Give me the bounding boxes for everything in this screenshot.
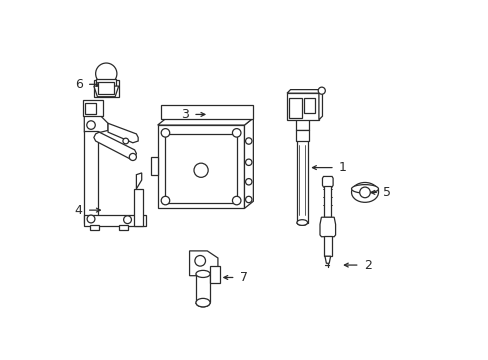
Circle shape bbox=[96, 63, 117, 84]
Bar bbox=[304, 99, 314, 113]
Text: 5: 5 bbox=[383, 186, 390, 199]
Circle shape bbox=[195, 256, 205, 266]
Bar bbox=[288, 99, 302, 118]
Polygon shape bbox=[189, 251, 218, 276]
Text: 1: 1 bbox=[339, 161, 346, 174]
Bar bbox=[98, 82, 114, 94]
Bar bbox=[150, 157, 158, 175]
Polygon shape bbox=[136, 173, 142, 189]
Polygon shape bbox=[84, 116, 108, 132]
Circle shape bbox=[359, 187, 369, 198]
Text: 7: 7 bbox=[240, 271, 247, 284]
Bar bbox=[90, 225, 99, 230]
Circle shape bbox=[245, 196, 251, 203]
Polygon shape bbox=[244, 118, 253, 208]
Polygon shape bbox=[318, 90, 322, 120]
Bar bbox=[324, 186, 331, 217]
Circle shape bbox=[87, 215, 95, 223]
Circle shape bbox=[194, 163, 208, 177]
Text: 3: 3 bbox=[181, 108, 188, 121]
Polygon shape bbox=[325, 256, 330, 263]
Bar bbox=[157, 125, 244, 208]
Ellipse shape bbox=[351, 185, 378, 193]
Bar bbox=[134, 189, 142, 226]
Bar bbox=[84, 215, 146, 226]
Polygon shape bbox=[286, 90, 322, 93]
Ellipse shape bbox=[351, 183, 378, 202]
Circle shape bbox=[123, 216, 131, 224]
Text: 2: 2 bbox=[363, 258, 371, 271]
Bar bbox=[196, 274, 210, 302]
Ellipse shape bbox=[296, 220, 307, 225]
Circle shape bbox=[245, 138, 251, 144]
Bar bbox=[210, 266, 220, 283]
Circle shape bbox=[318, 87, 325, 94]
Bar bbox=[295, 130, 308, 141]
Bar bbox=[84, 131, 98, 222]
Ellipse shape bbox=[196, 270, 210, 278]
Polygon shape bbox=[319, 217, 335, 237]
Polygon shape bbox=[96, 79, 116, 88]
Circle shape bbox=[245, 179, 251, 185]
Circle shape bbox=[161, 196, 169, 205]
Bar bbox=[164, 134, 237, 203]
Bar bbox=[94, 80, 119, 97]
Circle shape bbox=[232, 196, 241, 205]
Bar bbox=[83, 100, 102, 116]
Bar bbox=[85, 103, 96, 114]
Circle shape bbox=[245, 159, 251, 166]
Polygon shape bbox=[94, 132, 136, 159]
Bar bbox=[119, 225, 127, 230]
Bar bbox=[323, 236, 331, 256]
Text: 6: 6 bbox=[75, 78, 82, 91]
Bar bbox=[286, 93, 318, 120]
Bar bbox=[161, 105, 253, 119]
Circle shape bbox=[122, 138, 128, 144]
Text: 4: 4 bbox=[75, 204, 82, 217]
Ellipse shape bbox=[196, 298, 210, 307]
Polygon shape bbox=[322, 176, 332, 187]
Polygon shape bbox=[108, 123, 138, 143]
Polygon shape bbox=[94, 86, 119, 97]
Circle shape bbox=[86, 121, 95, 129]
Circle shape bbox=[129, 153, 136, 161]
Polygon shape bbox=[157, 118, 253, 125]
Circle shape bbox=[161, 129, 169, 137]
Circle shape bbox=[232, 129, 241, 137]
